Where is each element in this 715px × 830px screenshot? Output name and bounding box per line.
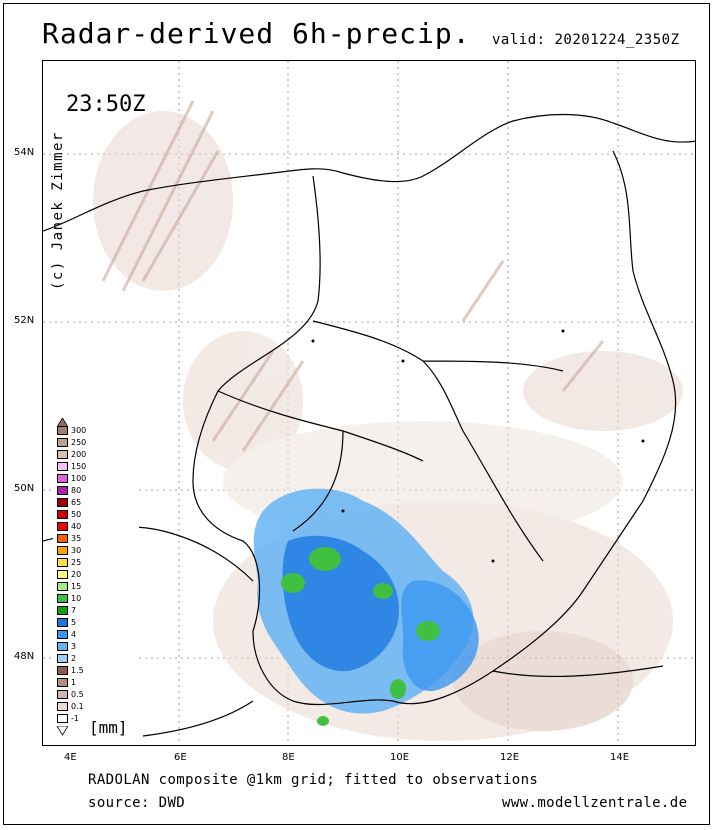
precip-blue-east (401, 580, 479, 692)
precip-moderate (253, 488, 479, 714)
legend-swatch (57, 606, 68, 615)
legend-label: -1 (71, 714, 79, 723)
precip-heavy (281, 547, 440, 726)
legend-swatch (57, 642, 68, 651)
legend-swatch (57, 462, 68, 471)
legend-down-arrow-icon (57, 726, 68, 736)
legend-swatch (57, 474, 68, 483)
legend-label: 50 (71, 510, 82, 519)
legend-label: 150 (71, 462, 87, 471)
legend-swatch (57, 486, 68, 495)
legend-label: 250 (71, 438, 87, 447)
borders (43, 113, 695, 737)
city-marker (311, 339, 315, 343)
city-marker (641, 439, 645, 443)
lon-label-12e: 12E (500, 752, 520, 763)
precip-map (43, 61, 695, 745)
legend-swatch (57, 618, 68, 627)
legend-label: 300 (71, 426, 87, 435)
precip-light-southeast (453, 631, 633, 731)
city-markers (311, 329, 645, 563)
precip-light-north (93, 111, 233, 291)
precip-green-2 (309, 547, 341, 571)
city-marker (491, 559, 495, 563)
legend-label: 25 (71, 558, 82, 567)
legend-label: 30 (71, 546, 82, 555)
legend-swatch (57, 498, 68, 507)
color-legend: 300 250 200 150 100 80 65 50 40 35 30 25 20 15 10 7 5 4 3 2… (53, 418, 139, 740)
legend-label: 0.5 (71, 690, 84, 699)
coastline-north (43, 113, 695, 232)
legend-label: 15 (71, 582, 82, 591)
valid-time: valid: 20201224_2350Z (492, 32, 680, 48)
footer-line-1: RADOLAN composite @1km grid; fitted to o… (88, 772, 539, 788)
precip-green-1 (281, 573, 305, 593)
legend-swatch (57, 510, 68, 519)
precip-green-6 (317, 716, 329, 726)
legend-label: 0.1 (71, 702, 84, 711)
map-panel[interactable] (42, 60, 696, 746)
legend-label: 40 (71, 522, 82, 531)
legend-swatch (57, 426, 68, 435)
lat-label-54n: 54N (14, 147, 35, 158)
legend-swatch (57, 654, 68, 663)
lon-label-8e: 8E (282, 752, 295, 763)
precip-streaks (101, 100, 605, 452)
legend-label: 35 (71, 534, 82, 543)
legend-label: 4 (71, 630, 77, 639)
legend-label: 1 (71, 678, 77, 687)
legend-label: 100 (71, 474, 87, 483)
legend-label: 1.5 (71, 666, 84, 675)
legend-label: 80 (71, 486, 82, 495)
state-borders (217, 320, 564, 562)
legend-swatch (57, 450, 68, 459)
lon-label-10e: 10E (390, 752, 410, 763)
legend-swatch (57, 558, 68, 567)
legend-swatch (57, 582, 68, 591)
legend-swatch (57, 534, 68, 543)
lon-label-14e: 14E (610, 752, 630, 763)
map-title: Radar-derived 6h-precip. (42, 17, 471, 50)
legend-swatch (57, 546, 68, 555)
time-label: 23:50Z (66, 92, 146, 117)
city-marker (561, 329, 565, 333)
precip-blue-dark (282, 535, 399, 672)
precip-green-4 (416, 621, 440, 641)
legend-swatch (57, 522, 68, 531)
precip-green-5 (390, 679, 406, 699)
legend-swatch (57, 678, 68, 687)
legend-label: 2 (71, 654, 77, 663)
legend-label: 3 (71, 642, 77, 651)
footer-url[interactable]: www.modellzentrale.de (502, 795, 688, 811)
lon-label-6e: 6E (174, 752, 187, 763)
legend-label: 7 (71, 606, 77, 615)
legend-label: 65 (71, 498, 82, 507)
legend-swatch (57, 714, 68, 723)
lat-label-52n: 52N (14, 315, 35, 326)
lat-label-48n: 48N (14, 651, 35, 662)
legend-swatch (57, 666, 68, 675)
lat-label-50n: 50N (14, 483, 35, 494)
legend-swatch (57, 570, 68, 579)
lon-label-4e: 4E (64, 752, 77, 763)
legend-label: 10 (71, 594, 82, 603)
legend-swatch (57, 630, 68, 639)
legend-swatch (57, 438, 68, 447)
legend-swatch (57, 594, 68, 603)
legend-unit: [mm] (89, 718, 128, 737)
legend-label: 20 (71, 570, 82, 579)
legend-label: 200 (71, 450, 87, 459)
border-alps (142, 665, 664, 737)
footer-line-2: source: DWD (88, 795, 186, 811)
credit-label: (c) Janek Zimmer (50, 131, 66, 290)
precip-green-3 (373, 583, 393, 599)
precip-light-east (523, 351, 683, 431)
city-marker (341, 509, 345, 513)
city-marker (401, 359, 405, 363)
page-frame (3, 3, 710, 825)
legend-swatch (57, 702, 68, 711)
legend-label: 5 (71, 618, 77, 627)
legend-swatch (57, 690, 68, 699)
